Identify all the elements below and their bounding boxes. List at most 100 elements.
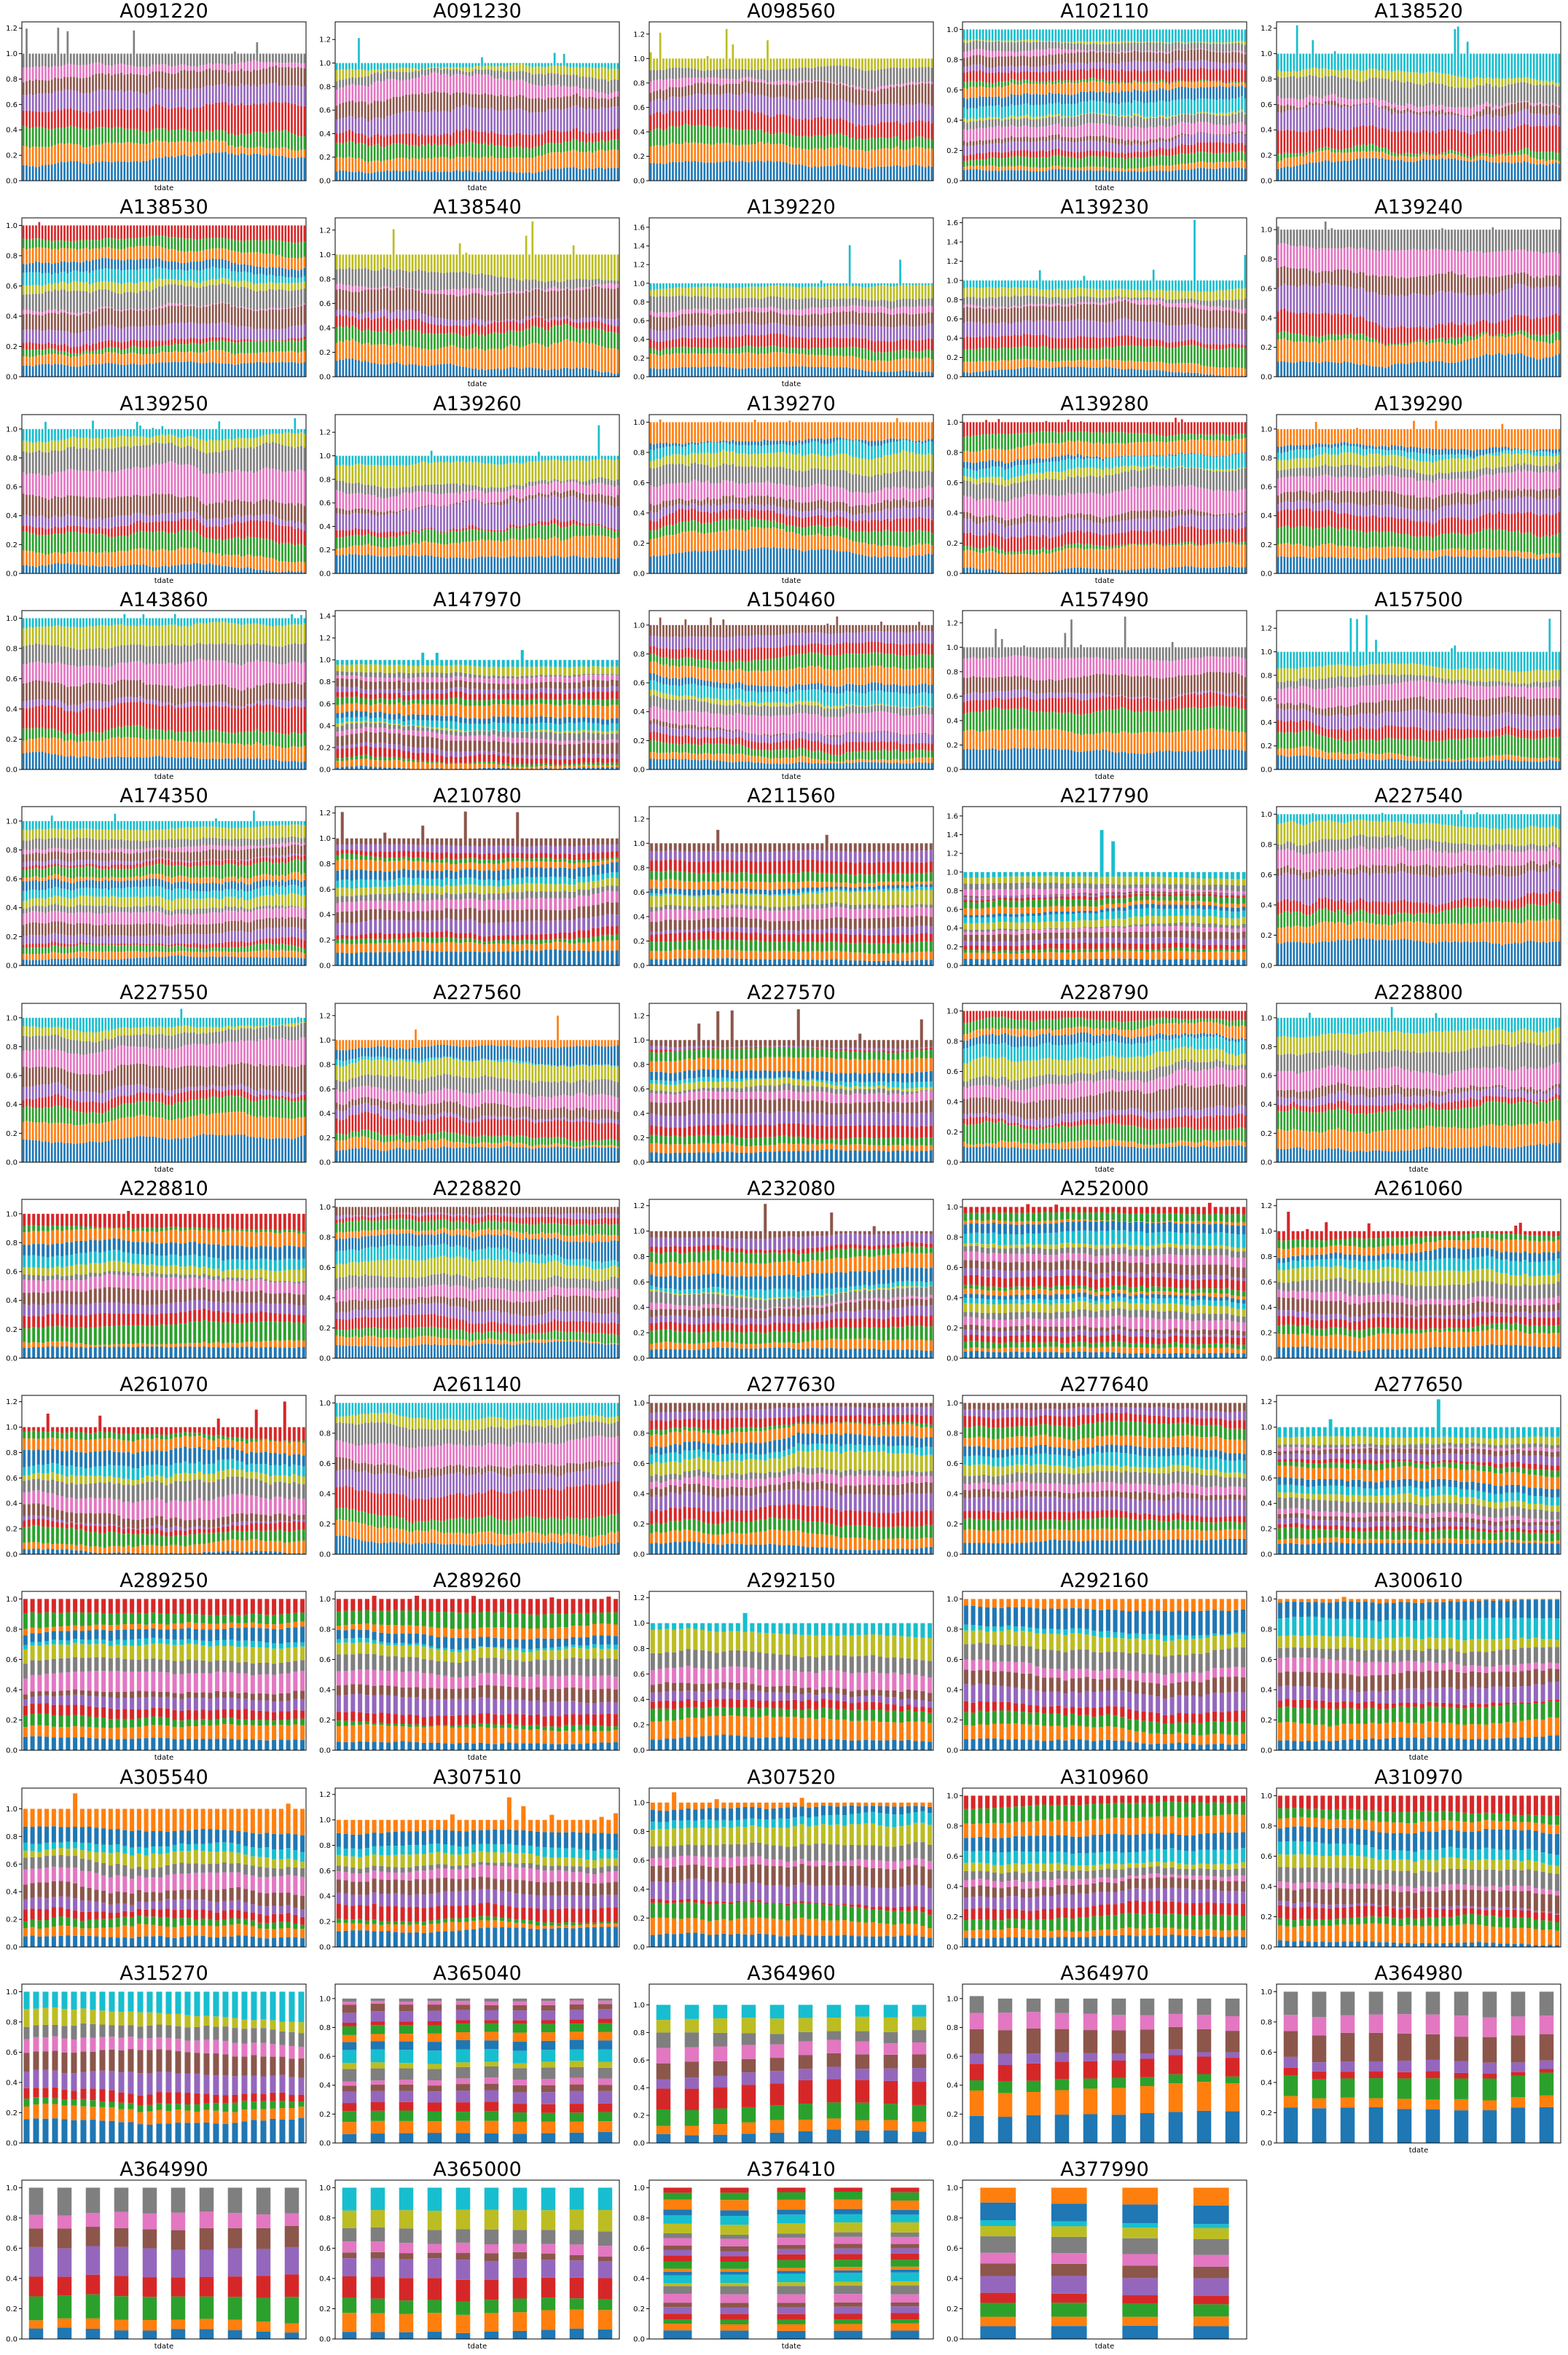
bar-segment	[976, 121, 979, 129]
bar-segment	[1039, 42, 1041, 50]
bar-segment	[544, 74, 546, 86]
bar-segment	[348, 101, 351, 116]
bar-segment	[1067, 50, 1070, 54]
bar-segment	[294, 134, 297, 151]
bar-segment	[538, 66, 541, 74]
bar-segment	[706, 77, 709, 83]
bar-segment	[547, 85, 550, 98]
bar-segment	[519, 157, 522, 173]
bar-segment	[265, 148, 268, 156]
bar-segment	[1172, 42, 1174, 51]
bar-segment	[1312, 162, 1314, 181]
bar-segment	[339, 157, 342, 171]
bar-segment	[192, 141, 195, 156]
bar-segment	[1030, 29, 1032, 40]
bar-segment	[164, 72, 167, 90]
bar-segment	[1001, 139, 1003, 144]
bar-segment	[820, 166, 823, 181]
bar-segment	[493, 157, 496, 171]
bar-segment	[1023, 29, 1026, 40]
bar-segment	[588, 63, 591, 68]
bar-segment	[874, 125, 876, 139]
bar-segment	[531, 112, 534, 136]
bar-segment	[294, 158, 297, 181]
bar-segment	[614, 79, 616, 92]
bar-segment	[992, 68, 994, 73]
bar-segment	[154, 71, 157, 88]
bar-segment	[221, 63, 224, 70]
bar-segment	[1146, 42, 1149, 51]
bar-segment	[801, 82, 804, 100]
bar-segment	[1241, 133, 1244, 143]
bar-segment	[1108, 93, 1111, 103]
bar-segment	[1485, 153, 1488, 156]
bar-segment	[1491, 130, 1494, 155]
bar-segment	[1153, 143, 1155, 150]
bar-segment	[412, 93, 414, 111]
bar-segment	[675, 111, 677, 127]
bar-segment	[1308, 153, 1311, 162]
bar-segment	[927, 58, 930, 67]
bar-segment	[917, 67, 920, 83]
bar-segment	[1191, 80, 1193, 82]
bar-segment	[1121, 80, 1124, 83]
bar-segment	[1447, 158, 1450, 181]
bar-segment	[1137, 82, 1140, 90]
bar-segment	[576, 93, 579, 106]
bar-segment	[1177, 137, 1180, 146]
bar-segment	[1177, 99, 1180, 115]
bar-segment	[60, 66, 63, 79]
bar-segment	[732, 83, 734, 94]
bar-segment	[227, 134, 230, 146]
bar-segment	[845, 135, 847, 148]
bar-segment	[1165, 127, 1168, 140]
bar-segment	[1080, 137, 1083, 142]
bar-segment	[1048, 64, 1051, 71]
bar-segment	[1070, 52, 1073, 63]
bar-segment	[1475, 104, 1478, 111]
bar-segment	[1406, 81, 1408, 104]
bar-segment	[684, 123, 686, 142]
bar-segment	[1061, 141, 1064, 151]
bar-segment	[1156, 42, 1159, 43]
bar-segment	[1400, 111, 1403, 114]
bar-segment	[1191, 50, 1193, 61]
bar-segment	[908, 85, 911, 105]
bar-segment	[917, 58, 920, 68]
bar-segment	[1387, 149, 1389, 155]
bar-segment	[1222, 63, 1225, 71]
bar-segment	[396, 71, 399, 80]
bar-segment	[431, 68, 433, 73]
bar-segment	[652, 113, 655, 130]
bar-segment	[484, 66, 487, 70]
bar-segment	[1431, 155, 1434, 159]
bar-segment	[1387, 70, 1389, 79]
bar-segment	[130, 109, 132, 129]
bar-segment	[604, 98, 607, 109]
bar-segment	[187, 141, 189, 157]
bar-segment	[1108, 63, 1111, 71]
bar-segment	[259, 154, 262, 181]
bar-segment	[1412, 162, 1415, 181]
bar-segment	[665, 100, 667, 114]
bar-segment	[297, 150, 299, 157]
bar-segment	[997, 40, 1000, 42]
bar-segment	[117, 143, 119, 162]
bar-segment	[1099, 29, 1102, 42]
bar-segment	[268, 53, 271, 62]
bar-segment	[114, 64, 117, 74]
bar-segment	[1054, 80, 1057, 85]
bar-segment	[405, 158, 408, 171]
bar-segment	[370, 136, 373, 146]
bar-segment	[1234, 144, 1237, 153]
bar-segment	[1244, 70, 1247, 83]
bar-segment	[1130, 42, 1133, 51]
bar-segment	[851, 58, 854, 68]
bar-segment	[604, 141, 607, 152]
bar-segment	[988, 42, 991, 51]
bar-segment	[1054, 42, 1057, 49]
bar-segment	[969, 29, 972, 40]
bar-segment	[1070, 82, 1073, 95]
bar-segment	[1134, 139, 1136, 144]
